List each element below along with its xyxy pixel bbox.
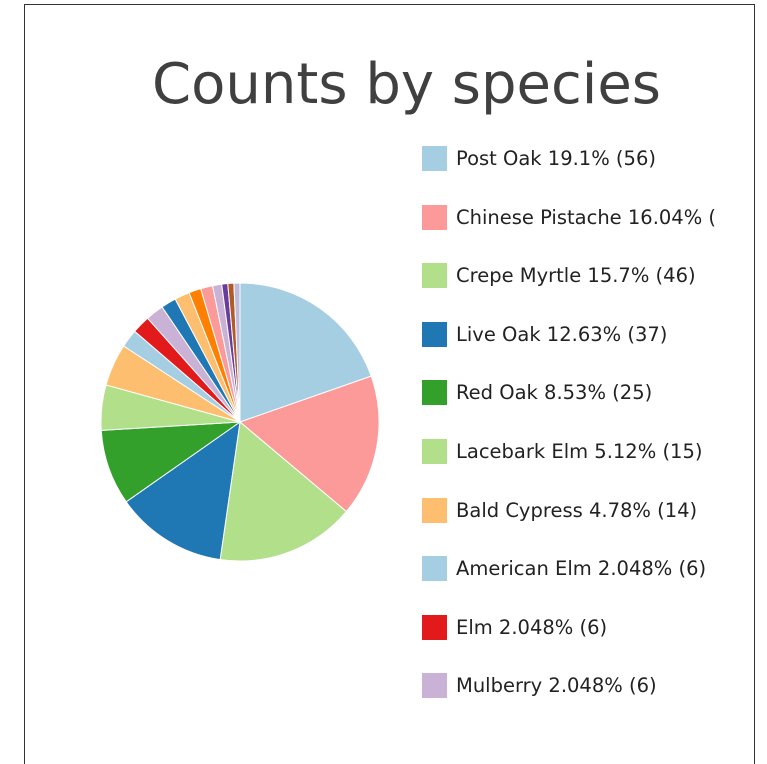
legend-item: Elm 2.048% (6) [422,611,750,644]
legend-swatch [422,146,447,171]
legend-item: Red Oak 8.53% (25) [422,376,750,409]
pie-slice-chinese-pistache [239,375,380,513]
legend-label: Lacebark Elm 5.12% (15) [456,439,703,463]
legend-label: American Elm 2.048% (6) [456,557,707,581]
legend-label: Post Oak 19.1% (56) [456,147,656,170]
pie-slice-other-17 [233,282,241,423]
chart-panel: Counts by species Post Oak 19.1% (56) Chi… [24,4,755,764]
legend-swatch [422,321,447,347]
chart-legend: Post Oak 19.1% (56) Chinese Pistache 16.0… [422,142,750,728]
legend-swatch [422,614,447,640]
legend-item: Post Oak 19.1% (56) [422,142,750,175]
legend-label: Live Oak 12.63% (37) [456,322,668,346]
legend-label: Elm 2.048% (6) [456,615,608,639]
pie-slice-crepe-myrtle [219,421,348,562]
legend-item: Mulberry 2.048% (6) [422,669,750,702]
legend-swatch [422,556,447,582]
legend-swatch [422,673,447,699]
legend-label: Chinese Pistache 16.04% ( [456,205,717,229]
legend-item: Live Oak 12.63% (37) [422,318,750,351]
legend-item: Chinese Pistache 16.04% ( [422,201,750,234]
legend-item: Bald Cypress 4.78% (14) [422,494,750,527]
legend-swatch [422,438,447,464]
legend-swatch [422,204,447,230]
legend-label: Bald Cypress 4.78% (14) [456,498,698,522]
legend-label: Red Oak 8.53% (25) [456,381,653,405]
legend-label: Crepe Myrtle 15.7% (46) [456,264,696,288]
legend-swatch [422,263,447,289]
legend-label: Mulberry 2.048% (6) [456,674,657,698]
pie-chart [100,282,380,562]
legend-item: Crepe Myrtle 15.7% (46) [422,259,750,292]
legend-item: Lacebark Elm 5.12% (15) [422,435,750,468]
chart-title: Counts by species [152,52,661,117]
legend-swatch [422,380,447,406]
legend-item: American Elm 2.048% (6) [422,552,750,585]
legend-swatch [422,497,447,523]
pie-slice-live-oak [125,420,241,561]
